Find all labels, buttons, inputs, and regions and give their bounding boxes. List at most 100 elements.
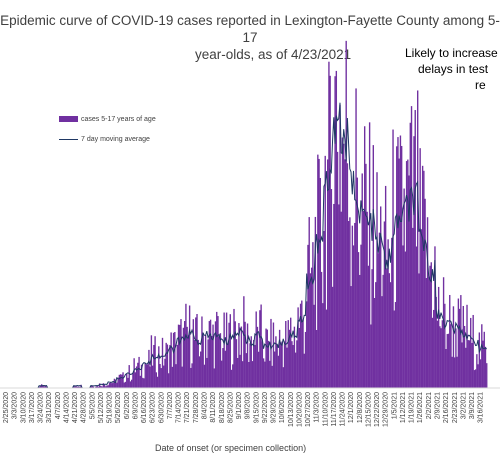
case-bar (44, 385, 47, 388)
case-bar (310, 267, 313, 388)
case-bar (314, 216, 317, 388)
case-bar (301, 300, 303, 388)
legend-label-moving-average: 7 day moving average (81, 135, 150, 143)
case-bar (143, 378, 145, 388)
case-bar (483, 331, 485, 388)
case-bar (100, 385, 102, 388)
case-bar (208, 321, 211, 388)
case-bar (447, 333, 450, 388)
case-bar (276, 344, 278, 388)
case-bar (460, 295, 462, 388)
case-bar (352, 245, 355, 388)
case-bar (38, 386, 40, 388)
case-bar (294, 352, 297, 388)
case-bar (453, 357, 456, 388)
case-bar (223, 312, 225, 388)
x-tick-label: 4/28/2020 (81, 392, 88, 423)
case-bar (76, 386, 79, 388)
case-bar (343, 143, 345, 388)
case-bar (421, 165, 424, 388)
case-bar (209, 319, 212, 388)
case-bar (191, 363, 193, 388)
case-bar (154, 336, 156, 388)
case-bar (308, 217, 310, 388)
x-tick-label: 5/26/2020 (115, 392, 122, 423)
case-bar (414, 110, 416, 388)
case-bar (92, 386, 95, 388)
case-bar (248, 362, 250, 388)
case-bar (196, 314, 198, 388)
case-bar (91, 385, 93, 388)
case-bar (317, 154, 319, 388)
case-bar (232, 364, 234, 388)
case-bar (228, 322, 230, 388)
case-bar (388, 273, 391, 388)
case-bar (79, 386, 81, 388)
case-bar (462, 305, 464, 388)
case-bar (344, 159, 346, 388)
case-bar (275, 336, 277, 388)
case-bar (323, 231, 325, 388)
case-bar (200, 351, 202, 388)
case-bar (135, 366, 138, 388)
case-bar (163, 365, 165, 388)
case-bar (463, 325, 466, 388)
case-bar (391, 237, 393, 388)
x-tick-label: 6/16/2020 (141, 392, 148, 423)
case-bar (363, 126, 366, 388)
case-bar (357, 252, 360, 388)
case-bar (122, 372, 124, 388)
case-bar (229, 314, 231, 388)
case-bar (286, 347, 288, 388)
case-bar (145, 364, 148, 388)
case-bar (318, 158, 320, 388)
case-bar (362, 211, 365, 388)
case-bar (169, 345, 171, 388)
case-bar (133, 358, 135, 388)
case-bar (246, 323, 249, 388)
case-bar (96, 385, 98, 388)
case-bar (306, 301, 308, 388)
case-bar (424, 198, 426, 388)
case-bar (407, 159, 409, 388)
case-bar (213, 368, 215, 388)
x-tick-label: 3/9/2021 (469, 392, 476, 419)
x-tick-label: 9/15/2020 (253, 392, 260, 423)
case-bar (216, 311, 218, 388)
case-bar (441, 320, 444, 388)
x-tick-label: 5/12/2020 (98, 392, 105, 423)
x-tick-label: 7/21/2020 (184, 392, 191, 423)
case-bar (107, 385, 109, 388)
case-bar (412, 227, 414, 388)
delay-annotation: Likely to increase delays in test re (405, 45, 500, 93)
case-bar (185, 303, 187, 388)
case-bar (114, 379, 117, 388)
case-bar (250, 336, 252, 388)
case-bar (243, 296, 245, 388)
case-bar (434, 246, 436, 388)
case-bar (166, 344, 169, 388)
case-bar (315, 330, 318, 388)
case-bar (224, 350, 227, 388)
case-bar (217, 316, 219, 388)
case-bar (456, 356, 458, 388)
case-bar (368, 122, 371, 388)
legend-bar-swatch (59, 116, 78, 122)
case-bar (341, 137, 344, 388)
case-bar (479, 359, 482, 388)
case-bar (174, 331, 176, 388)
case-bar (249, 343, 251, 388)
case-bar (444, 303, 446, 388)
x-tick-label: 4/7/2020 (55, 392, 62, 419)
case-bar (259, 310, 261, 388)
legend-label-cases: cases 5-17 years of age (81, 115, 156, 123)
case-bar (271, 365, 273, 388)
case-bar (101, 386, 103, 388)
x-tick-label: 3/2/2021 (460, 392, 467, 419)
case-bar (161, 337, 164, 388)
case-bar (403, 188, 405, 388)
x-tick-label: 12/8/2020 (357, 392, 364, 423)
x-tick-label: 3/17/2020 (29, 392, 36, 423)
case-bar (307, 244, 309, 388)
case-bar (437, 286, 440, 388)
